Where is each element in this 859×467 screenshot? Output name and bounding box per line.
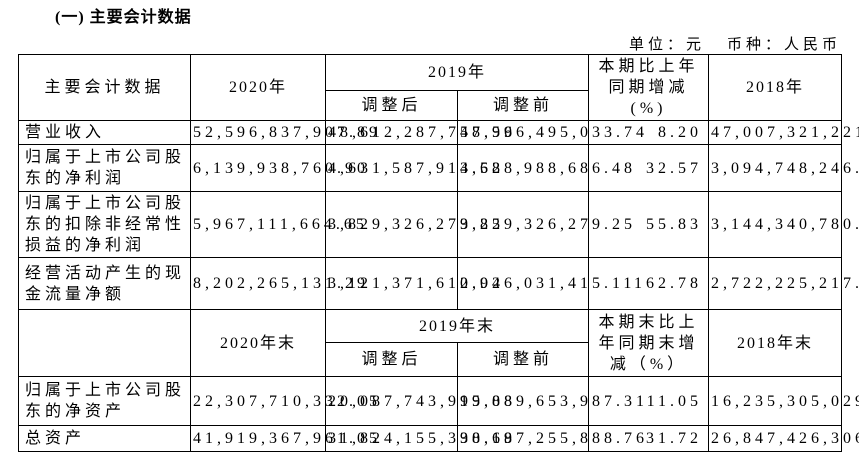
unit-label: 单位：元 [628,37,705,53]
value-2018: 26,847,426,306.46 [708,425,859,452]
value-2018: 47,007,321,221.24 [708,120,859,145]
value-2019-adjusted: 48,612,287,758.59 [325,120,512,145]
value-2019-adjusted: 3,829,326,279.25 [325,191,500,258]
header-main-blank [18,309,191,377]
header-2019: 2019年 [324,54,590,91]
row-label: 归属于上市公司股东的净资产 [18,376,191,426]
row-label: 经营活动产生的现金流量净额 [18,257,191,310]
header-yearend-change: 本期末比上年同期末增减（%） [588,309,710,377]
value-2018: 16,235,305,029.88 [708,376,859,426]
header-2018: 2018年 [708,54,843,121]
table-row-net-profit-excl-nonrecurring: 归属于上市公司股东的扣除非经常性损益的净利润 5,967,111,664.65 … [18,191,859,258]
value-2019-adjusted: 31,824,155,398.19 [325,425,512,452]
header-2020-end: 2020年末 [190,309,326,377]
value-2018: 3,144,340,780.35 [708,191,859,258]
table-row-net-assets: 归属于上市公司股东的净资产 22,307,710,332.05 20,087,7… [18,376,859,426]
value-2019-adjusted: 4,631,587,913.58 [325,144,500,192]
value-change: 32.57 [588,144,710,192]
value-change: 8.20 [588,120,710,145]
value-2019-original: 30,687,255,888.76 [456,425,644,452]
value-2018: 2,722,225,217.54 [708,257,859,310]
table-row-operating-cash-flow: 经营活动产生的现金流量净额 8,202,265,131.29 3,121,371… [18,257,859,310]
value-2019-original: 3,829,326,279.25 [456,191,632,258]
value-2020: 52,596,837,907.89 [190,120,377,145]
header-2019-end: 2019年末 [324,309,590,343]
value-2019-adjusted: 3,121,371,610.04 [325,257,500,310]
section-title: (一) 主要会计数据 [55,9,192,26]
value-2018: 3,094,748,246.45 [708,144,859,192]
value-2020: 6,139,938,760.90 [190,144,365,192]
row-label: 归属于上市公司股东的净利润 [18,144,191,192]
value-2020: 22,307,710,332.05 [190,376,377,426]
table-row-revenue: 营业收入 52,596,837,907.89 48,612,287,758.59… [18,120,859,145]
header-2019-end-original: 调整前 [456,342,590,377]
header-2019-end-adjusted: 调整后 [325,342,458,377]
header-yoy-change: 本期比上年同期增减(%) [588,54,710,121]
row-label: 营业收入 [18,120,191,145]
table-row-net-profit: 归属于上市公司股东的净利润 6,139,938,760.90 4,631,587… [18,144,859,192]
key-accounting-data-table: 主要会计数据 2020年 2019年 本期比上年同期增减(%) 2018年 调整… [18,54,859,452]
value-2019-original: 19,889,653,987.31 [456,376,644,426]
header-main-indicators: 主要会计数据 [18,54,191,121]
value-2019-adjusted: 20,087,743,995.08 [325,376,512,426]
header-2019-adjusted: 调整后 [325,89,458,122]
row-label: 归属于上市公司股东的扣除非经常性损益的净利润 [18,191,191,258]
unit-currency-line: 单位：元 币种：人民币 [18,36,841,54]
header-2019-original: 调整前 [456,89,590,122]
value-2020: 41,919,367,961.05 [190,425,377,452]
value-2019-original: 4,628,988,686.48 [456,144,632,192]
value-2019-original: 47,966,495,033.74 [456,120,644,145]
value-2020: 5,967,111,664.65 [190,191,364,258]
table-row-total-assets: 总资产 41,919,367,961.05 31,824,155,398.19 … [18,425,859,452]
header-2018-end: 2018年末 [708,309,843,377]
currency-label: 币种：人民币 [726,37,841,53]
value-2020: 8,202,265,131.29 [190,257,365,310]
row-label: 总资产 [18,425,191,452]
value-2019-original: 2,926,031,415.11 [456,257,631,310]
header-2020: 2020年 [190,54,326,121]
value-change: 162.78 [588,257,710,310]
